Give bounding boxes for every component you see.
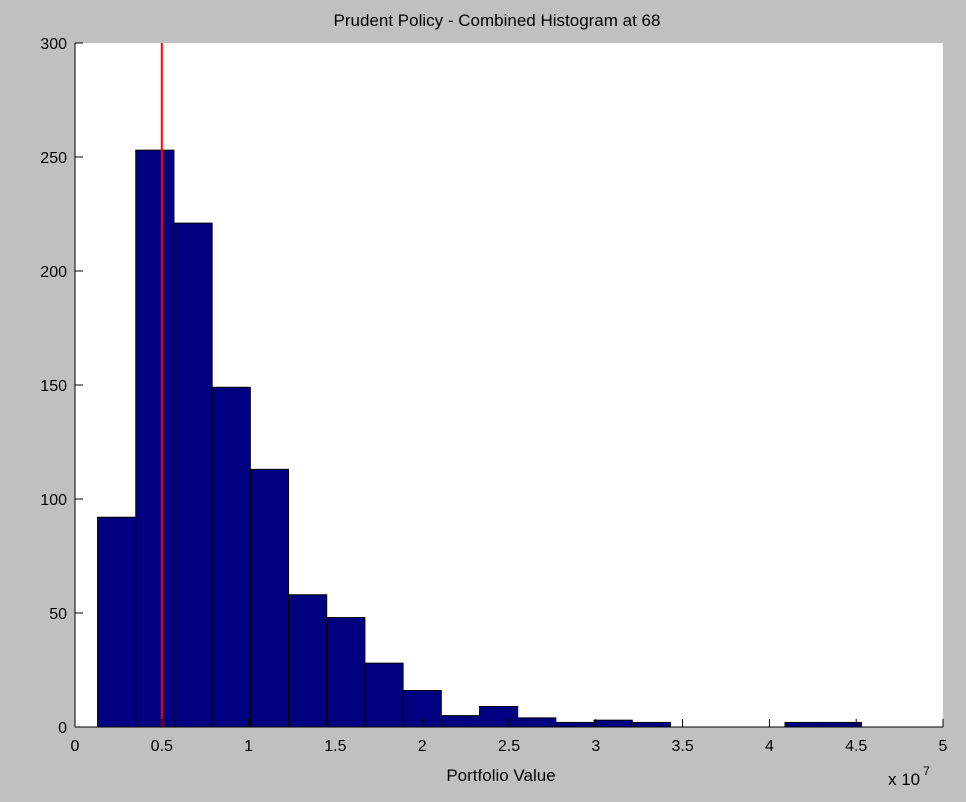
histogram-bar: [555, 721, 595, 728]
y-tick-label: 100: [40, 492, 67, 509]
x-axis-multiplier: x 10 7: [888, 764, 930, 789]
x-tick-label: 0.5: [151, 738, 173, 755]
histogram-bar: [517, 717, 557, 728]
x-axis-multiplier-exponent: 7: [923, 764, 930, 778]
x-tick-label: 2: [418, 738, 427, 755]
chart-title: Prudent Policy - Combined Histogram at 6…: [334, 11, 661, 30]
x-tick-label: 5: [939, 738, 948, 755]
x-axis-label: Portfolio Value: [446, 766, 555, 785]
y-tick-label: 250: [40, 150, 67, 167]
x-tick-label: 3: [591, 738, 600, 755]
x-tick-label: 4: [765, 738, 774, 755]
y-tick-label: 300: [40, 36, 67, 53]
histogram-bar: [478, 705, 519, 728]
histogram-bar: [593, 719, 633, 728]
histogram-bar: [364, 662, 404, 728]
y-tick-label: 200: [40, 264, 67, 281]
histogram-bars: [97, 149, 862, 728]
y-tick-label: 50: [49, 606, 67, 623]
x-axis-ticks: 0 0.5 1 1.5 2 2.5 3 3.5 4 4.5 5: [71, 719, 948, 755]
histogram-bar: [784, 721, 824, 728]
x-axis-multiplier-base: x 10: [888, 770, 920, 789]
y-tick-label: 150: [40, 378, 67, 395]
y-tick-label: 0: [58, 720, 67, 737]
histogram-bar: [326, 617, 366, 728]
histogram-bar: [173, 222, 213, 728]
y-axis-ticks: 0 50 100 150 200 250 300: [40, 36, 83, 737]
histogram-bar: [97, 516, 137, 728]
histogram-bar: [440, 715, 480, 728]
x-tick-label: 3.5: [671, 738, 693, 755]
x-tick-label: 0: [71, 738, 80, 755]
x-tick-label: 4.5: [845, 738, 867, 755]
histogram-bar: [249, 468, 290, 728]
histogram-bar: [211, 386, 251, 728]
x-tick-label: 1: [244, 738, 253, 755]
histogram-bar: [631, 721, 671, 728]
x-tick-label: 2.5: [498, 738, 520, 755]
histogram-bar: [822, 721, 862, 728]
histogram-bar: [135, 149, 175, 728]
x-tick-label: 1.5: [324, 738, 346, 755]
histogram-bar: [288, 594, 328, 728]
